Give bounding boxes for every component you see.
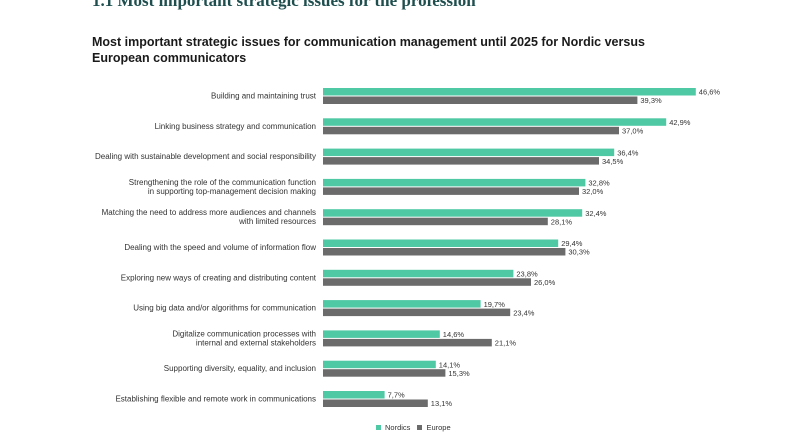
nordics-value-label: 14,1%: [439, 360, 461, 369]
legend-label-nordics: Nordics: [385, 423, 411, 432]
nordics-bar: [323, 360, 436, 369]
europe-bar: [323, 96, 638, 104]
europe-bar: [323, 338, 492, 347]
nordics-bar: [323, 330, 440, 338]
category-label-line: Dealing with the speed and volume of inf…: [124, 243, 316, 252]
legend-swatch-europe: [417, 425, 423, 430]
category-label-line: Establishing flexible and remote work in…: [115, 395, 316, 404]
category-label-line: Exploring new ways of creating and distr…: [121, 273, 317, 282]
category-label-line: Linking business strategy and communicat…: [155, 122, 316, 131]
nordics-value-label: 36,4%: [617, 148, 639, 157]
nordics-value-label: 14,6%: [443, 330, 465, 339]
europe-bar: [323, 126, 619, 135]
europe-value-label: 23,4%: [513, 308, 535, 317]
nordics-bar: [323, 88, 696, 96]
europe-value-label: 15,3%: [448, 369, 470, 378]
europe-bar: [323, 187, 579, 195]
nordics-value-label: 19,7%: [484, 300, 506, 309]
europe-bar: [323, 308, 511, 317]
europe-bar: [323, 248, 566, 256]
nordics-bar: [323, 391, 385, 399]
category-label-line: Using big data and/or algorithms for com…: [133, 304, 316, 313]
category-label: Digitalize communication processes with i…: [172, 329, 316, 347]
category-label: Strengthening the role of the communicat…: [129, 178, 316, 196]
europe-bar: [323, 157, 599, 165]
nordics-bar: [323, 269, 514, 278]
europe-value-label: 32,0%: [582, 187, 604, 196]
legend-swatch-nordics: [376, 425, 381, 430]
category-label: Using big data and/or algorithms for com…: [133, 304, 316, 313]
category-label-line: Supporting diversity, equality, and incl…: [164, 364, 316, 373]
europe-bar: [323, 278, 531, 286]
category-label-line: Digitalize communication processes with: [172, 329, 316, 338]
category-label-line: Matching the need to address more audien…: [102, 208, 316, 217]
category-label: Exploring new ways of creating and distr…: [121, 273, 317, 282]
category-label-line: Building and maintaining trust: [211, 92, 317, 101]
europe-value-label: 28,1%: [551, 217, 573, 226]
nordics-value-label: 46,6%: [699, 88, 721, 97]
nordics-value-label: 7,7%: [388, 391, 405, 400]
nordics-value-label: 29,4%: [561, 239, 583, 248]
section-title: 1.1 Most important strategic issues for …: [92, 0, 476, 10]
nordics-value-label: 42,9%: [669, 118, 691, 127]
nordics-bar: [323, 148, 615, 157]
category-label: Establishing flexible and remote work in…: [115, 395, 316, 404]
category-label: Supporting diversity, equality, and incl…: [164, 364, 316, 373]
category-label: Building and maintaining trust: [211, 92, 317, 101]
nordics-bar: [323, 178, 586, 187]
europe-value-label: 21,1%: [495, 339, 517, 348]
chart-legend: Nordics Europe: [376, 423, 451, 432]
europe-value-label: 30,3%: [568, 248, 590, 257]
europe-value-label: 13,1%: [431, 399, 453, 408]
category-label-line: Dealing with sustainable development and…: [95, 152, 316, 161]
category-label: Dealing with the speed and volume of inf…: [124, 243, 316, 252]
category-label-line: internal and external stakeholders: [196, 338, 316, 347]
europe-bar: [323, 217, 548, 226]
nordics-bar: [323, 300, 481, 308]
europe-value-label: 39,3%: [640, 96, 662, 105]
nordics-bar: [323, 239, 559, 247]
category-label-line: in supporting top-management decision ma…: [148, 187, 316, 196]
legend-label-europe: Europe: [426, 423, 451, 432]
nordics-value-label: 32,8%: [588, 179, 610, 188]
chart-title: Most important strategic issues for comm…: [92, 35, 645, 65]
europe-bar: [323, 399, 428, 407]
category-label: Dealing with sustainable development and…: [95, 152, 316, 161]
category-label: Linking business strategy and communicat…: [155, 122, 316, 131]
nordics-value-label: 32,4%: [585, 209, 607, 218]
category-label-line: with limited resources: [238, 217, 316, 226]
nordics-bar: [323, 209, 583, 217]
category-label: Matching the need to address more audien…: [102, 208, 316, 226]
category-label-line: Strengthening the role of the communicat…: [129, 178, 316, 187]
europe-value-label: 37,0%: [622, 127, 644, 136]
europe-bar: [323, 369, 446, 377]
nordics-bar: [323, 118, 667, 126]
europe-value-label: 26,0%: [534, 278, 556, 287]
nordics-value-label: 23,8%: [516, 270, 538, 279]
europe-value-label: 34,5%: [602, 157, 624, 166]
